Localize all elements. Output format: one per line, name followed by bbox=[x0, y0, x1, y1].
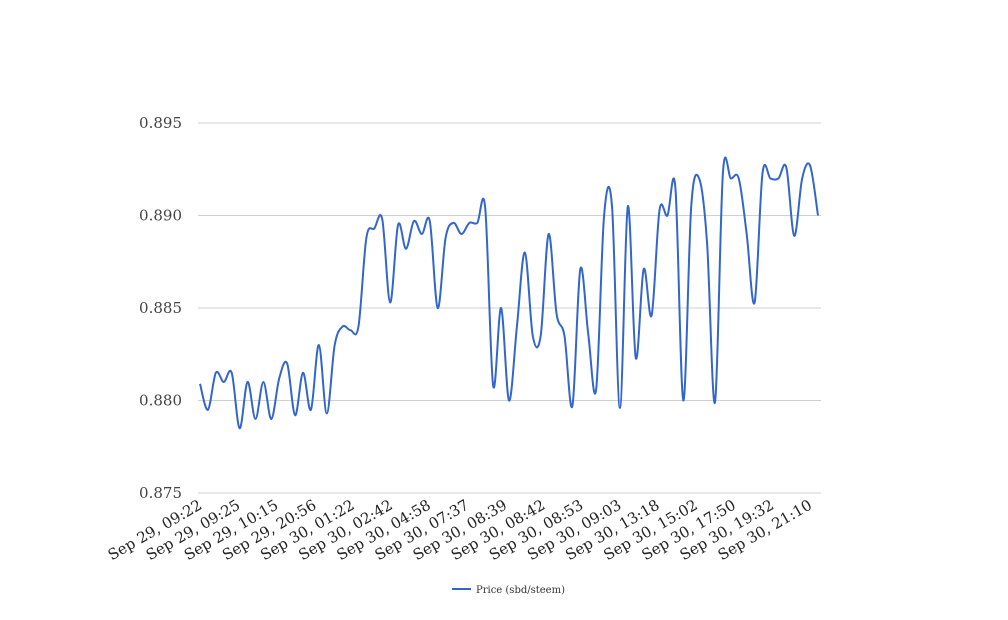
legend: Price (sbd/steem) bbox=[452, 585, 565, 596]
y-axis-ticks: 0.875 0.880 0.885 0.890 0.895 bbox=[139, 114, 182, 502]
y-tick-label: 0.875 bbox=[139, 484, 182, 502]
y-tick-label: 0.885 bbox=[139, 299, 182, 317]
series-line bbox=[199, 156, 819, 430]
y-tick-label: 0.895 bbox=[139, 114, 182, 132]
series-layer bbox=[199, 156, 819, 430]
y-tick-label: 0.890 bbox=[139, 207, 182, 225]
legend-label: Price (sbd/steem) bbox=[476, 585, 565, 596]
y-tick-label: 0.880 bbox=[139, 392, 182, 410]
gridlines bbox=[198, 122, 821, 494]
